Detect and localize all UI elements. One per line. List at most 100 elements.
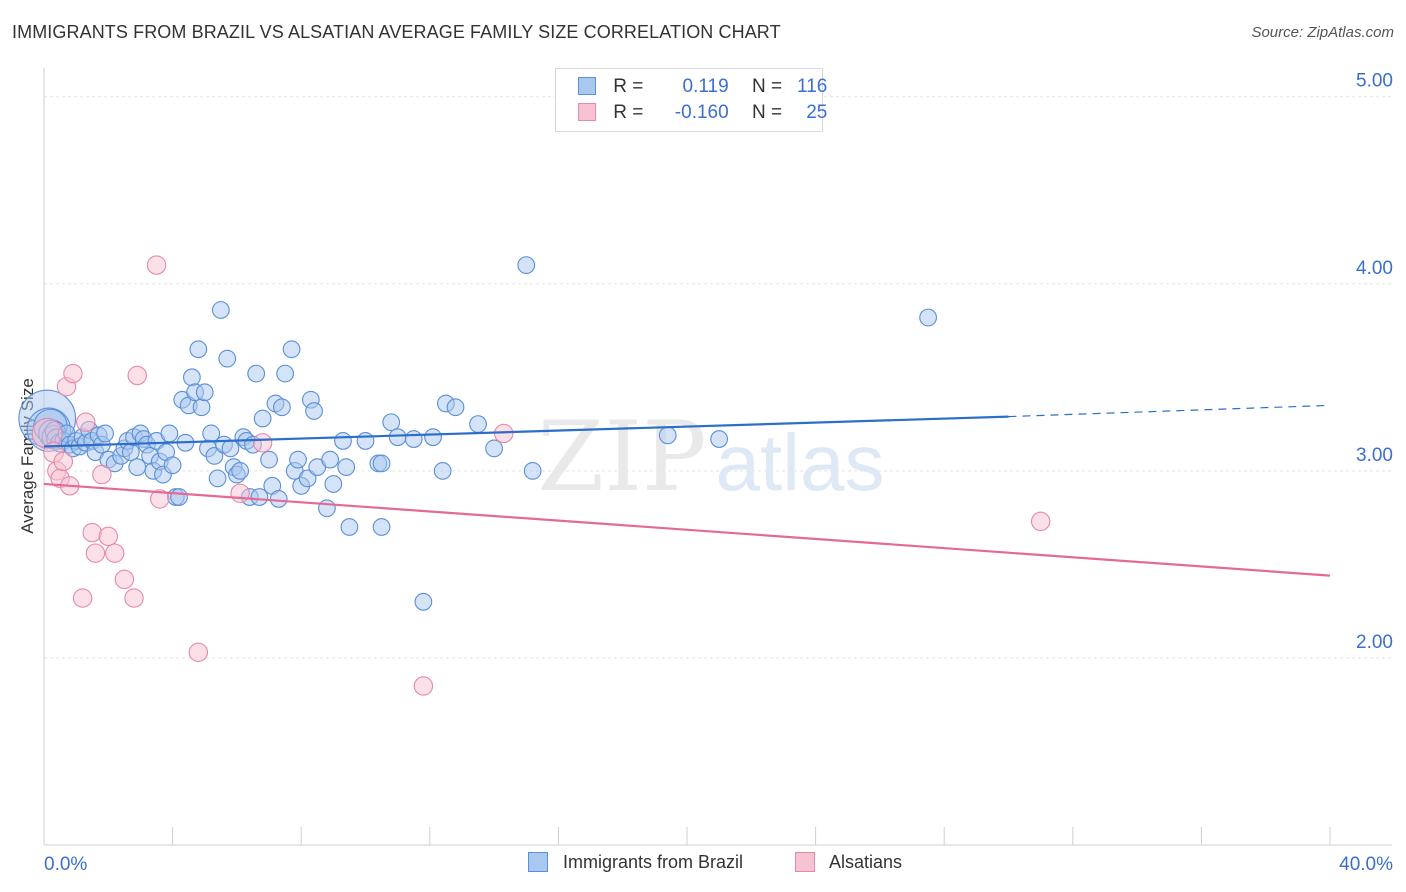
brazil-point	[96, 424, 114, 443]
watermark: ZIP atlas	[537, 401, 884, 513]
watermark-atlas: atlas	[716, 418, 885, 507]
brazil-point	[231, 461, 249, 480]
alsatian-point	[63, 363, 83, 384]
brazil-trend-extension	[1008, 404, 1331, 418]
alsatian-point	[413, 676, 434, 696]
brazil-point	[919, 308, 938, 327]
brazil-point	[710, 430, 729, 448]
brazil-point	[446, 398, 465, 417]
brazil-point	[170, 488, 188, 506]
bottom-legend-label-alsatian: Alsatians	[829, 852, 903, 872]
bottom-legend-swatch-alsatian	[795, 852, 815, 872]
legend-row-alsatian: R = -0.160 N = 25	[578, 102, 827, 126]
brazil-point	[282, 340, 301, 359]
brazil-point	[324, 475, 343, 493]
legend-n-label: N =	[751, 102, 783, 123]
y-tick-label: 3.00	[1356, 445, 1393, 466]
alsatian-point	[76, 412, 96, 432]
alsatian-point	[150, 489, 170, 509]
alsatian-point	[72, 588, 93, 608]
brazil-trend-line	[43, 415, 1009, 448]
brazil-point	[485, 439, 503, 458]
brazil-point	[340, 518, 359, 536]
legend-swatch-brazil	[578, 77, 596, 95]
legend-n-value-alsatian: 25	[806, 102, 828, 123]
alsatian-point	[92, 464, 112, 485]
tick-labels: 2.00 3.00 4.00 5.00 0.0% 40.0%	[44, 71, 1393, 875]
legend-n-value-brazil: 116	[797, 76, 828, 97]
legend-r-label: R =	[613, 76, 644, 97]
alsatian-point	[105, 543, 125, 563]
brazil-point	[321, 450, 340, 469]
alsatian-point	[230, 483, 250, 504]
bottom-legend-alsatian: Alsatians	[795, 852, 902, 873]
brazil-point	[469, 415, 487, 433]
brazil-point	[372, 454, 391, 473]
brazil-point	[163, 456, 182, 475]
brazil-point	[382, 413, 401, 432]
brazil-point	[183, 368, 201, 387]
legend-r-value-brazil: 0.119	[682, 76, 729, 97]
brazil-point	[318, 499, 336, 518]
legend-r-value-alsatian: -0.160	[674, 102, 729, 123]
alsatian-point	[53, 451, 74, 472]
bottom-legend-label-brazil: Immigrants from Brazil	[563, 852, 744, 872]
brazil-point	[334, 432, 352, 450]
legend-n-label: N =	[751, 76, 783, 97]
brazil-point	[273, 398, 291, 417]
brazil-point	[433, 461, 452, 480]
alsatian-point	[85, 543, 106, 563]
brazil-point	[289, 450, 307, 469]
brazil-point	[404, 430, 423, 448]
brazil-point	[276, 364, 295, 383]
brazil-point	[517, 256, 536, 274]
source-credit: Source: ZipAtlas.com	[1251, 24, 1394, 41]
legend-swatch-alsatian	[578, 103, 596, 121]
alsatian-point	[82, 522, 102, 543]
y-tick-label: 4.00	[1356, 258, 1393, 279]
legend-row-brazil: R = 0.119 N = 116	[578, 76, 827, 100]
y-tick-label: 2.00	[1356, 632, 1393, 653]
brazil-point	[195, 383, 214, 402]
alsatian-point	[1030, 511, 1051, 532]
brazil-point	[337, 458, 356, 476]
brazil-point	[208, 469, 227, 488]
alsatian-point	[188, 642, 209, 663]
alsatian-points	[31, 255, 1051, 696]
brazil-point	[356, 432, 375, 450]
brazil-point	[189, 340, 208, 359]
brazil-point	[192, 398, 211, 417]
alsatian-point	[114, 569, 135, 590]
brazil-point	[414, 592, 433, 611]
brazil-point	[298, 469, 317, 488]
brazil-point	[253, 409, 272, 428]
trend-lines	[43, 404, 1331, 577]
bottom-legend-brazil: Immigrants from Brazil	[528, 852, 743, 873]
watermark-zip: ZIP	[537, 401, 706, 513]
brazil-point	[388, 428, 407, 447]
x-tick-label: 0.0%	[44, 854, 87, 875]
alsatian-point	[252, 433, 273, 453]
chart-title: IMMIGRANTS FROM BRAZIL VS ALSATIAN AVERA…	[12, 22, 781, 42]
brazil-point	[658, 426, 677, 445]
alsatian-trend-line	[43, 482, 1331, 577]
stats-legend: R = 0.119 N = 116 R = -0.160 N = 25	[555, 68, 827, 132]
alsatian-point	[124, 588, 144, 608]
alsatian-point	[146, 255, 167, 275]
y-tick-label: 5.00	[1356, 71, 1393, 92]
brazil-point	[250, 488, 269, 506]
brazil-point	[523, 461, 542, 480]
brazil-point	[247, 364, 266, 383]
brazil-point	[305, 402, 323, 420]
legend-r-label: R =	[613, 102, 644, 123]
bottom-legend-swatch-brazil	[528, 852, 548, 872]
brazil-point	[269, 490, 288, 508]
brazil-point	[121, 443, 140, 462]
grid-lines	[44, 96, 1392, 659]
brazil-point	[205, 447, 224, 465]
brazil-point	[218, 349, 237, 368]
brazil-point	[372, 518, 391, 536]
alsatian-point	[98, 526, 119, 547]
brazil-point	[424, 428, 442, 447]
